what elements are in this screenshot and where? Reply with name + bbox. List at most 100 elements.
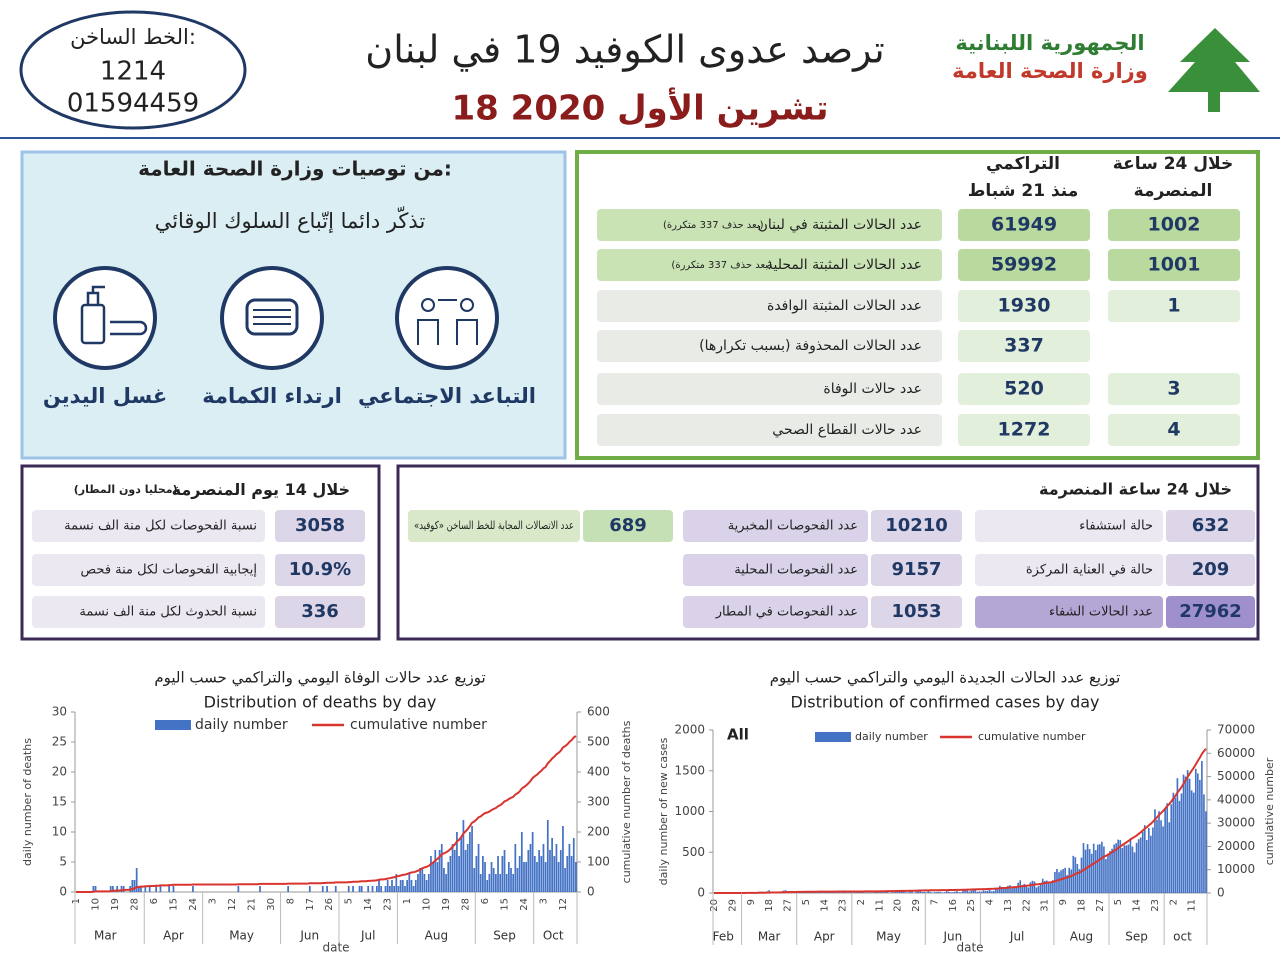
y2-tick-label: 200 — [587, 825, 610, 839]
y2-tick-label: 40000 — [1217, 792, 1255, 806]
daily-bar — [460, 838, 463, 892]
daily-bar — [401, 880, 404, 892]
daily-bar — [1090, 853, 1093, 893]
daily-bar — [367, 886, 370, 892]
daily-bar — [1119, 840, 1122, 893]
summary-value-box — [1108, 290, 1240, 322]
daily-bar — [1011, 888, 1013, 893]
daily-bar — [352, 886, 354, 892]
summary-cumulative: 59992 — [991, 254, 1057, 276]
icon-shape — [253, 309, 291, 325]
month-label: Mar — [94, 929, 117, 943]
daily-bar — [378, 880, 380, 892]
daily-bar — [970, 890, 973, 893]
daily-bar — [1033, 881, 1036, 893]
summary-value-box — [1108, 414, 1240, 446]
daily-bar — [1168, 822, 1171, 893]
y-tick-label: 0 — [59, 885, 67, 899]
summary-label-text: عدد الحالات المثبتة المحلية — [766, 257, 922, 273]
daily-bar — [1045, 880, 1048, 893]
daily-bar — [933, 892, 936, 893]
daily-bar — [430, 856, 432, 892]
summary-label-box — [597, 330, 942, 362]
last24-label: حالة استشفاء — [1079, 519, 1153, 534]
x-tick-label: 18 — [764, 899, 775, 912]
y-tick-label: 1500 — [674, 763, 705, 777]
daily-bar — [482, 856, 484, 892]
daily-bar — [939, 891, 942, 893]
daily-bar — [966, 890, 968, 893]
x-tick-label: 9 — [1058, 899, 1069, 905]
last14-label-box — [32, 596, 265, 628]
last24-value: 10210 — [885, 515, 948, 536]
daily-bar — [259, 886, 261, 892]
daily-bar — [949, 892, 952, 893]
summary-last24: 4 — [1167, 419, 1180, 441]
daily-bar — [1117, 839, 1120, 893]
ministry-name: وزارة الصحة العامة — [952, 59, 1148, 83]
daily-bar — [1174, 797, 1177, 893]
summary-last24: 1001 — [1148, 254, 1201, 276]
daily-bar — [827, 892, 830, 893]
x-tick-label: 20 — [709, 899, 720, 912]
x-tick-label: 24 — [188, 898, 199, 911]
daily-bar — [494, 874, 497, 892]
month-label: Jun — [299, 929, 319, 943]
daily-bar — [1192, 792, 1195, 893]
x-tick-label: 11 — [874, 899, 885, 912]
daily-bar — [956, 891, 958, 893]
daily-bar — [391, 880, 393, 892]
daily-bar — [1047, 883, 1050, 893]
daily-bar — [456, 832, 458, 892]
daily-bar — [1166, 803, 1169, 893]
daily-bar — [159, 886, 162, 892]
daily-bar — [135, 868, 138, 892]
x-tick-label: 21 — [246, 898, 257, 911]
daily-bar — [990, 891, 993, 893]
daily-bar — [412, 886, 415, 892]
cedar-shape — [1168, 28, 1260, 92]
daily-bar — [858, 892, 860, 893]
daily-bar — [1164, 808, 1166, 893]
daily-bar — [438, 850, 441, 892]
icon-mask — [220, 266, 324, 370]
daily-bar — [557, 862, 560, 892]
daily-bar — [945, 891, 948, 893]
x-tick-label: 6 — [149, 898, 160, 904]
daily-bar — [499, 874, 502, 892]
daily-bar — [1062, 869, 1064, 893]
month-label: Jul — [360, 929, 375, 943]
daily-bar — [815, 892, 817, 893]
report-date: 18 تشرين الأول 2020 — [452, 87, 829, 129]
daily-bar — [1005, 888, 1007, 893]
month-label: Mar — [758, 930, 781, 944]
daily-bar — [1064, 867, 1066, 893]
daily-bar — [1203, 794, 1205, 893]
daily-bar — [358, 886, 361, 892]
daily-bar — [397, 886, 400, 892]
daily-bar — [475, 856, 478, 892]
daily-bar — [540, 856, 543, 892]
x-tick-label: 24 — [519, 898, 530, 911]
daily-bar — [1113, 844, 1115, 893]
last24-label: حالة في العناية المركزة — [1026, 563, 1153, 578]
daily-bar — [903, 891, 905, 893]
legend-swatch — [815, 732, 851, 742]
summary-label-text: عدد الحالات المثبتة الوافدة — [767, 298, 922, 314]
chart-title: توزيع عدد الحالات الجديدة اليومي والتراك… — [770, 669, 1121, 688]
daily-bar — [1199, 779, 1201, 893]
y-axis-label: daily number of new cases — [657, 737, 670, 885]
daily-bar — [488, 874, 491, 892]
daily-bar — [929, 891, 932, 893]
daily-bar — [1080, 857, 1083, 893]
summary-value-box — [958, 414, 1090, 446]
daily-bar — [980, 891, 983, 893]
last24-value: 1053 — [891, 601, 941, 622]
daily-bar — [559, 850, 562, 892]
daily-bar — [1201, 760, 1203, 893]
x-tick-label: 29 — [727, 899, 738, 912]
daily-bar — [907, 892, 909, 893]
month-label: Sep — [1125, 930, 1148, 944]
daily-bar — [927, 890, 930, 893]
x-tick-label: 1 — [402, 898, 413, 904]
